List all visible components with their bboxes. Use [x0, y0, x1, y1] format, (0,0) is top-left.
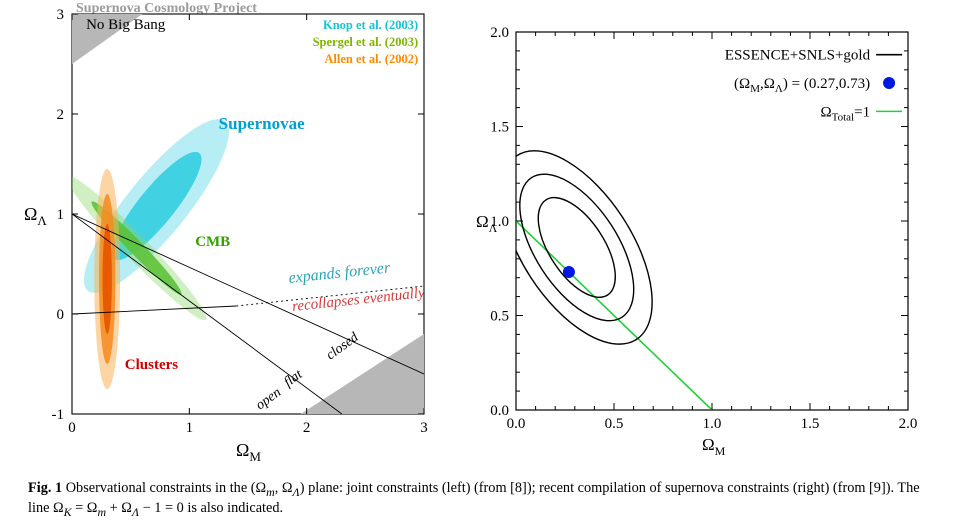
- svg-text:0.5: 0.5: [605, 416, 624, 432]
- x-axis-label-left: ΩM: [236, 440, 261, 464]
- x-axis-label-right: ΩM: [702, 435, 726, 458]
- svg-text:3: 3: [420, 420, 428, 436]
- ref-0: Knop et al. (2003): [323, 18, 418, 32]
- right-essence-plot: 0.00.51.01.52.00.00.51.01.52.0 ESSENCE+S…: [450, 0, 950, 470]
- svg-text:2: 2: [57, 107, 65, 123]
- svg-text:-1: -1: [52, 407, 65, 423]
- svg-text:1.0: 1.0: [703, 416, 722, 432]
- no-big-bang-label: No Big Bang: [86, 17, 166, 33]
- svg-text:1.5: 1.5: [490, 120, 509, 136]
- svg-text:1.5: 1.5: [801, 416, 820, 432]
- ref-1: Spergel et al. (2003): [313, 35, 419, 49]
- legend-item-0: ESSENCE+SNLS+gold: [725, 48, 871, 64]
- svg-text:0: 0: [68, 420, 76, 436]
- svg-text:2.0: 2.0: [490, 25, 509, 41]
- svg-text:0: 0: [57, 307, 65, 323]
- svg-text:2.0: 2.0: [899, 416, 918, 432]
- caption-prefix: Fig. 1: [28, 480, 62, 496]
- region-2: Clusters: [125, 357, 178, 373]
- svg-text:1: 1: [57, 207, 65, 223]
- best-fit-marker: [563, 266, 575, 278]
- ref-2: Allen et al. (2002): [324, 52, 418, 66]
- y-axis-label-left: ΩΛ: [24, 204, 47, 228]
- svg-text:0.0: 0.0: [490, 403, 509, 419]
- region-0: Supernovae: [219, 114, 305, 133]
- svg-text:3: 3: [57, 7, 65, 23]
- figure-caption: Fig. 1 Observational constraints in the …: [28, 480, 932, 520]
- svg-text:0.5: 0.5: [490, 309, 509, 325]
- region-1: CMB: [195, 234, 230, 250]
- svg-text:0.0: 0.0: [507, 416, 526, 432]
- svg-text:1: 1: [186, 420, 194, 436]
- left-constraints-plot: Supernova Cosmology Project No Big BangK…: [0, 0, 440, 470]
- svg-text:2: 2: [303, 420, 311, 436]
